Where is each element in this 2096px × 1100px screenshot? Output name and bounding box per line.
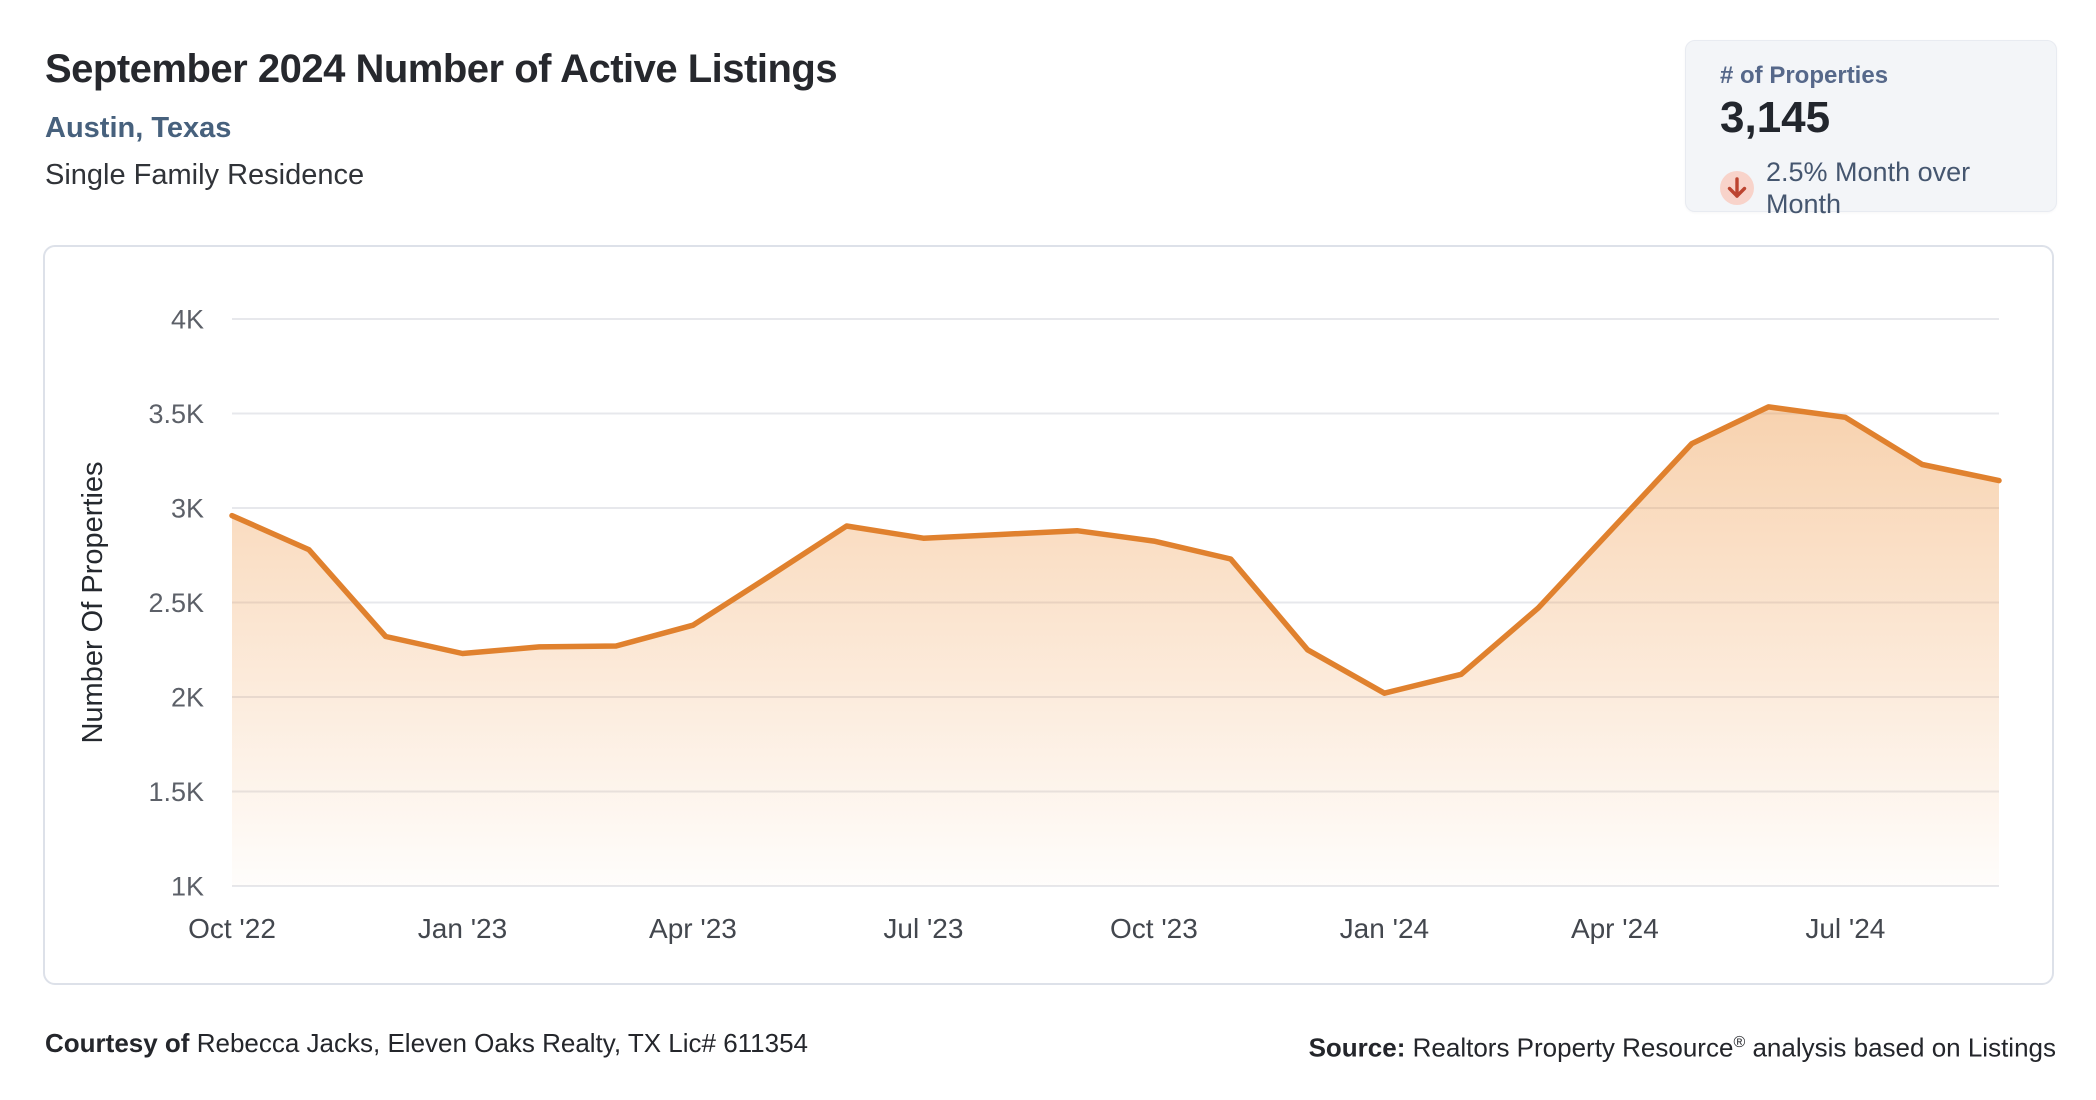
source-label: Source: [1308,1032,1406,1063]
y-tick-label: 4K [171,304,204,334]
x-tick-label: Jul '23 [883,913,963,944]
chart-canvas: 4K 3.5K 3K 2.5K 2K 1.5K 1K Oct '22 Jan '23 Apr '2… [77,304,2002,944]
page-title: September 2024 Number of Active Listings [45,47,838,91]
chart-panel: 4K 3.5K 3K 2.5K 2K 1.5K 1K Oct '22 Jan '23 Apr '2… [43,245,2054,985]
x-tick-label: Jul '24 [1805,913,1885,944]
y-axis-labels: 4K 3.5K 3K 2.5K 2K 1.5K 1K [148,304,204,901]
x-tick-label: Jan '24 [1340,913,1429,944]
x-tick-label: Jan '23 [418,913,507,944]
y-tick-label: 3K [171,493,204,523]
source-registered-mark: ® [1733,1034,1746,1051]
stat-trend-row: 2.5% Month over Month [1720,156,2022,220]
y-tick-label: 1K [171,871,204,901]
y-tick-label: 2K [171,682,204,712]
x-tick-label: Oct '23 [1110,913,1198,944]
courtesy-text: Rebecca Jacks, Eleven Oaks Realty, TX Li… [196,1028,809,1058]
stat-label: # of Properties [1720,62,1889,89]
x-axis-labels: Oct '22 Jan '23 Apr '23 Jul '23 Oct '23 Jan '… [188,913,1885,944]
trend-text: 2.5% Month over Month [1766,157,1971,219]
property-type-label: Single Family Residence [45,159,365,191]
x-tick-label: Apr '23 [649,913,737,944]
source-suffix: analysis based on Listings [1752,1032,2056,1063]
header: September 2024 Number of Active Listings… [45,45,838,192]
location-subtitle: Austin, Texas [45,112,232,144]
down-arrow-icon [1727,177,1747,198]
trend-down-badge [1720,171,1754,205]
courtesy-label: Courtesy of [45,1028,190,1058]
source-text: Realtors Property Resource [1412,1032,1734,1063]
stat-value: 3,145 [1720,93,1831,142]
series-line [229,404,2002,696]
footer-source: Source: Realtors Property Resource® anal… [1309,1028,2056,1063]
y-tick-label: 2.5K [148,588,204,618]
y-axis-title: Number Of Properties [77,461,109,743]
y-tick-label: 1.5K [148,777,204,807]
x-tick-label: Apr '24 [1571,913,1659,944]
y-tick-label: 3.5K [148,399,204,429]
series-area-fill [232,406,1999,886]
properties-stat-card: # of Properties 3,145 2.5% Month over Mo… [1685,40,2057,219]
footer-courtesy: Courtesy of Rebecca Jacks, Eleven Oaks R… [45,1028,808,1058]
x-tick-label: Oct '22 [188,913,276,944]
